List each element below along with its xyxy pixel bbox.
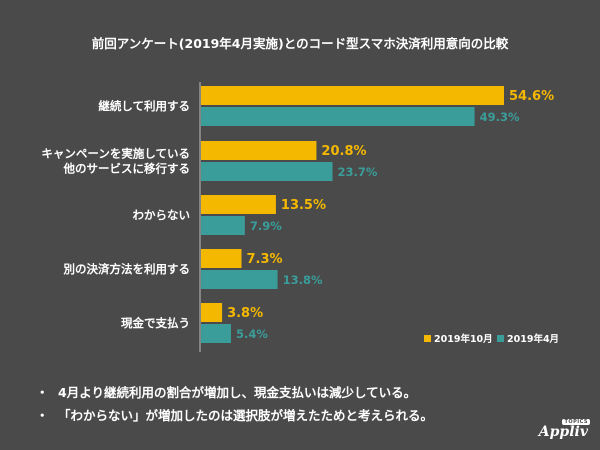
bar xyxy=(201,270,278,289)
bar xyxy=(201,162,333,181)
legend-swatch xyxy=(424,335,431,342)
category-label: 現金で支払う xyxy=(121,316,190,330)
data-label: 7.3% xyxy=(247,252,283,267)
chart: 前回アンケート(2019年4月実施)とのコード型スマホ決済利用意向の比較 54.… xyxy=(41,36,559,352)
legend: 2019年10月 2019年4月 xyxy=(424,333,559,345)
legend-label: 2019年4月 xyxy=(507,333,559,345)
data-label: 7.9% xyxy=(250,219,282,233)
bar xyxy=(201,86,504,105)
bar xyxy=(201,195,276,214)
notes: ・ 4月より継続利用の割合が増加し、現金支払いは減少している。 ・ 「わからない… xyxy=(36,382,576,428)
category-label: 他のサービスに移行する xyxy=(63,162,191,176)
note-text: 4月より継続利用の割合が増加し、現金支払いは減少している。 xyxy=(58,385,417,400)
note-bullet: ・ xyxy=(36,385,49,400)
category-label: わからない xyxy=(133,208,191,222)
labels-group: 54.6% 49.3% 継続して利用する 20.8% 23.7% キャンペーンを実施してい… xyxy=(41,89,554,341)
data-label: 49.3% xyxy=(480,110,520,124)
legend-label: 2019年10月 xyxy=(434,333,493,345)
category-label: キャンペーンを実施している xyxy=(41,147,190,161)
bar xyxy=(201,216,245,235)
data-label: 13.5% xyxy=(281,198,326,213)
data-label: 20.8% xyxy=(321,144,366,159)
note-item: ・ 「わからない」が増加したのは選択肢が増えたためと考えられる。 xyxy=(36,405,576,424)
chart-title: 前回アンケート(2019年4月実施)とのコード型スマホ決済利用意向の比較 xyxy=(92,36,509,51)
data-label: 23.7% xyxy=(338,165,378,179)
data-label: 13.8% xyxy=(283,273,323,287)
note-text: 「わからない」が増加したのは選択肢が増えたためと考えられる。 xyxy=(58,408,434,423)
bar xyxy=(201,249,242,268)
bar xyxy=(201,324,231,343)
bar xyxy=(201,303,223,322)
bars-group xyxy=(201,86,504,343)
data-label: 5.4% xyxy=(236,327,268,341)
data-label: 3.8% xyxy=(227,306,263,321)
category-label: 別の決済方法を利用する xyxy=(63,262,191,276)
bar xyxy=(201,141,317,160)
legend-swatch xyxy=(497,335,504,342)
data-label: 54.6% xyxy=(509,89,554,104)
bar xyxy=(201,107,475,126)
category-label: 継続して利用する xyxy=(98,99,190,113)
note-item: ・ 4月より継続利用の割合が増加し、現金支払いは減少している。 xyxy=(36,382,576,401)
logo-sub: TOPICS xyxy=(562,419,590,425)
logo: Appliv xyxy=(538,424,588,440)
note-bullet: ・ xyxy=(36,408,49,423)
